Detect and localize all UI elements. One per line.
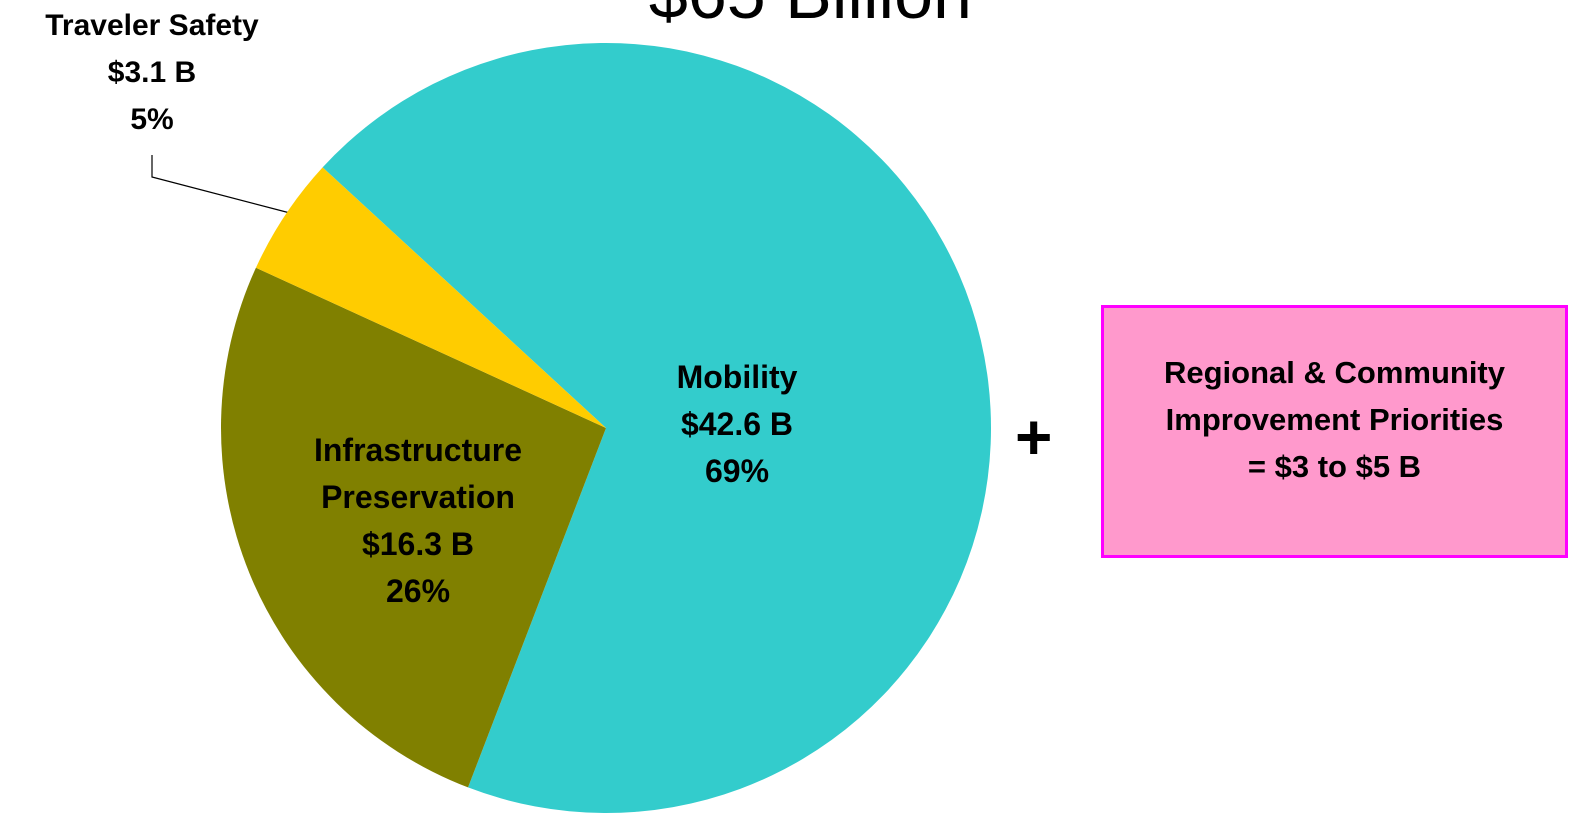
value-label: 5% (130, 103, 174, 136)
category-label: Traveler Safety (45, 9, 259, 42)
info-box: Regional & Community Improvement Prioriti… (1101, 305, 1568, 558)
pie-slice (255, 167, 606, 428)
value-label: 69% (704, 453, 770, 489)
pie-slice (322, 43, 991, 814)
amount-label: $42.6 B (680, 406, 794, 442)
amount-label: $3.1 B (107, 56, 197, 89)
slice-label: Infrastructure Preservation $16.3 B 26% (283, 427, 553, 615)
leader-line (151, 155, 291, 214)
pie-slice (221, 267, 607, 788)
chart-title: ~$65 Billion (608, 0, 972, 33)
box-line: = $3 to $5 B (1247, 449, 1422, 484)
box-line: Regional & Community (1163, 355, 1505, 390)
box-spacer (1104, 308, 1565, 350)
category-label: Mobility (676, 359, 798, 395)
value-label: 26% (385, 573, 451, 609)
amount-label: $16.3 B (361, 526, 475, 562)
slice-label: Traveler Safety $3.1 B 5% (0, 2, 304, 143)
category-label: Infrastructure Preservation (313, 432, 523, 515)
plus-sign: + (1015, 401, 1053, 473)
slice-label: Mobility $42.6 B 69% (617, 354, 857, 495)
box-line: Improvement Priorities (1165, 402, 1504, 437)
